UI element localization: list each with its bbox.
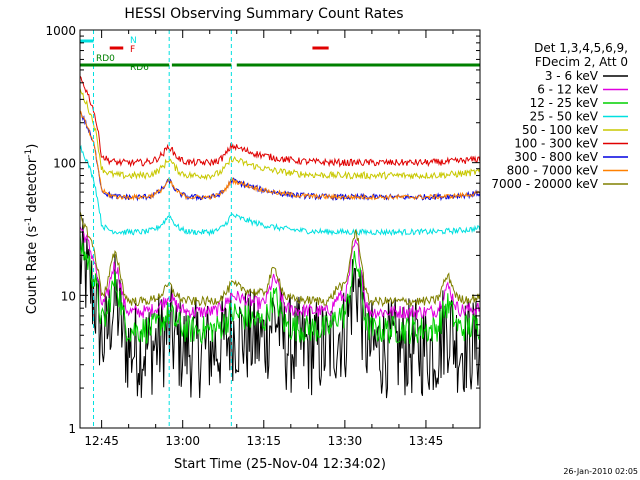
- y-tick-label: 1: [68, 422, 76, 436]
- series-line-9: [79, 211, 481, 308]
- plot-series-group: [79, 75, 481, 399]
- x-axis-ticks: 12:45 13:00 13:15 13:30 13:45: [84, 30, 481, 448]
- y-tick-label: 100: [53, 157, 76, 171]
- series-line-6: [79, 75, 481, 168]
- y-axis-label-main: Count Rate (s: [25, 226, 40, 315]
- series-line-1: [79, 218, 481, 399]
- y-axis-label-sup1: -1: [24, 217, 34, 226]
- legend-entry-label: 800 - 7000 keV: [507, 164, 599, 178]
- series-line-3: [79, 230, 481, 345]
- legend-entry-label: 3 - 6 keV: [545, 69, 599, 83]
- series-line-5: [79, 88, 481, 181]
- x-tick-label: 13:15: [246, 434, 281, 448]
- segment-breaks-group: [93, 30, 232, 428]
- flag-label-rd0: RD0: [96, 54, 115, 64]
- legend-entry-label: 12 - 25 keV: [530, 96, 599, 110]
- legend-entry-label: 25 - 50 keV: [530, 110, 599, 124]
- y-axis-label-mid: detector: [25, 157, 40, 217]
- flag-label-rd6: RD6: [130, 63, 149, 73]
- footer-timestamp: 26-Jan-2010 02:05: [563, 467, 638, 476]
- x-tick-label: 13:30: [328, 434, 363, 448]
- plot-frame: [79, 29, 481, 429]
- y-tick-label: 1000: [45, 24, 76, 38]
- y-axis-label-sup2: -1: [24, 149, 34, 158]
- series-line-4: [79, 144, 481, 237]
- legend-header-line-1: Det 1,3,4,5,6,9,: [534, 41, 628, 55]
- chart-title: HESSI Observing Summary Count Rates: [124, 6, 403, 22]
- legend-entry-label: 6 - 12 keV: [537, 83, 599, 97]
- legend-entry-label: 100 - 300 keV: [514, 137, 598, 151]
- y-tick-label: 10: [61, 289, 76, 303]
- x-tick-label: 13:45: [409, 434, 444, 448]
- legend-header-line-2: FDecim 2, Att 0: [535, 55, 628, 69]
- series-line-2: [79, 226, 481, 320]
- legend-entry-label: 7000 - 20000 keV: [491, 177, 598, 191]
- flag-label-f: F: [130, 45, 135, 55]
- y-axis-label-end: ): [25, 144, 40, 149]
- x-tick-label: 12:45: [84, 434, 119, 448]
- flag-label-n: N: [130, 36, 137, 46]
- legend-entry-label: 50 - 100 keV: [522, 123, 599, 137]
- x-axis-label: Start Time (25-Nov-04 12:34:02): [174, 457, 386, 472]
- y-axis-ticks: 1 10 100 1000: [45, 24, 480, 436]
- flags-group: NF RD0 RD6: [80, 36, 480, 73]
- x-tick-label: 13:00: [165, 434, 200, 448]
- legend-entry-label: 300 - 800 keV: [514, 150, 598, 164]
- series-line-8: [79, 110, 481, 201]
- y-axis-label: Count Rate (s-1 detector-1): [24, 144, 40, 315]
